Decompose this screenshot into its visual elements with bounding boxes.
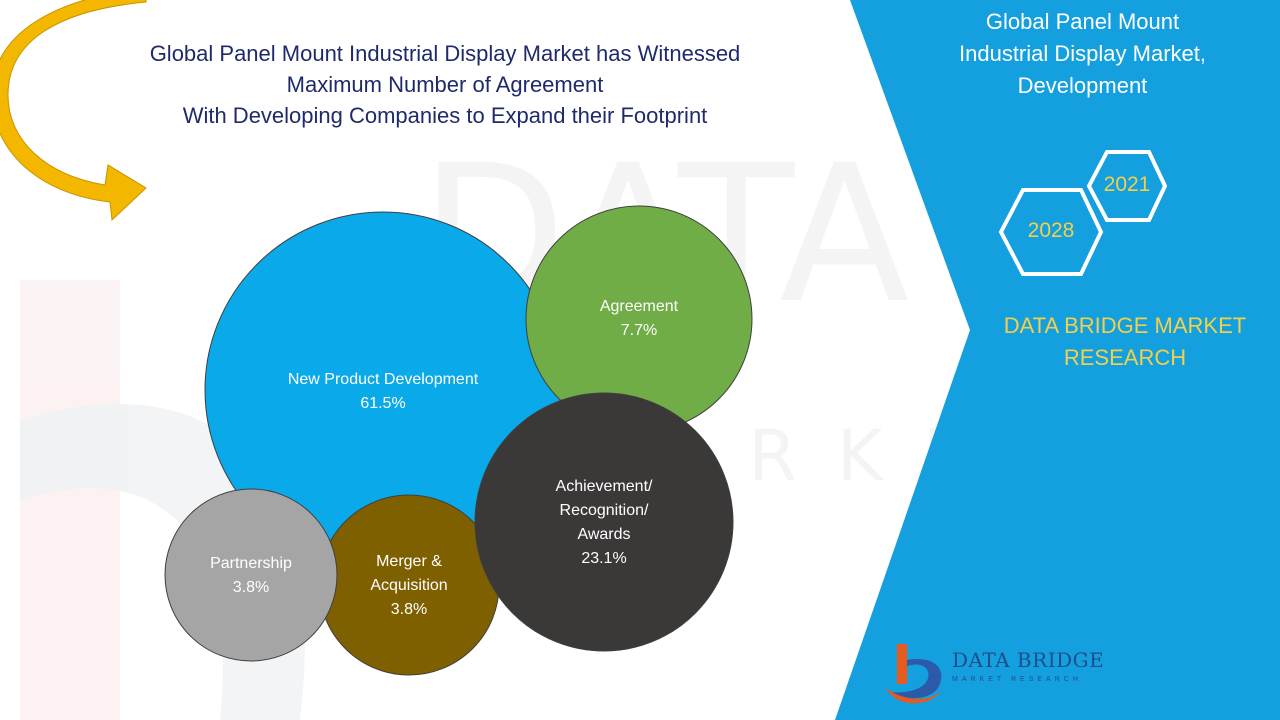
brand-line-2: RESEARCH xyxy=(1063,345,1187,370)
logo-name: DATA BRIDGE xyxy=(952,648,1105,672)
side-panel-background xyxy=(835,0,1280,720)
bubble-partnership xyxy=(164,488,338,662)
year-start-label: 2021 xyxy=(1103,173,1151,196)
side-heading-line-3: Development xyxy=(1017,73,1148,98)
side-heading-line-1: Global Panel Mount xyxy=(985,9,1180,34)
bubble-chart xyxy=(164,205,753,676)
bubble-category-line: Achievement/ xyxy=(555,478,653,495)
bubble-label-partnership: Partnership 3.8% xyxy=(151,552,351,600)
bubble-value: 7.7% xyxy=(620,322,658,339)
logo-tagline: MARKET RESEARCH xyxy=(952,676,1082,683)
title-line-2: Maximum Number of Agreement xyxy=(286,72,604,97)
side-heading-line-2: Industrial Display Market, xyxy=(959,41,1206,66)
bubble-category-line: Awards xyxy=(577,526,631,543)
brand-line-1: DATA BRIDGE MARKET xyxy=(1003,313,1247,338)
title-line-1: Global Panel Mount Industrial Display Ma… xyxy=(149,41,741,66)
bubble-label-new-product-development: New Product Development 61.5% xyxy=(283,368,483,416)
bubble-category-line: New Product Development xyxy=(287,371,479,388)
bubble-value: 61.5% xyxy=(360,395,406,412)
bubble-value: 3.8% xyxy=(390,601,428,618)
bubble-category-line: Agreement xyxy=(599,298,679,315)
data-bridge-logo-icon xyxy=(886,644,942,704)
bubble-category-line: Acquisition xyxy=(370,577,448,594)
curved-arrow-icon xyxy=(0,0,147,222)
hexagon-2021-icon xyxy=(1086,150,1168,222)
bubble-label-achievement-recognition-awards: Achievement/Recognition/Awards 23.1% xyxy=(504,475,704,571)
bubble-label-merger-acquisition: Merger & Acquisition 3.8% xyxy=(309,550,509,622)
year-end-label: 2028 xyxy=(1027,219,1075,242)
bubble-label-agreement: Agreement 7.7% xyxy=(539,295,739,343)
bubble-achievement-recognition-awards xyxy=(474,392,734,652)
bubble-category-line: Recognition/ xyxy=(559,502,649,519)
title-line-3: With Developing Companies to Expand thei… xyxy=(182,103,708,128)
bubble-category-line: Merger & xyxy=(376,553,442,570)
bubble-category-line: Partnership xyxy=(210,555,292,572)
bubble-value: 3.8% xyxy=(232,579,270,596)
bubble-value: 23.1% xyxy=(581,550,627,567)
hexagon-2028-icon xyxy=(998,188,1104,276)
